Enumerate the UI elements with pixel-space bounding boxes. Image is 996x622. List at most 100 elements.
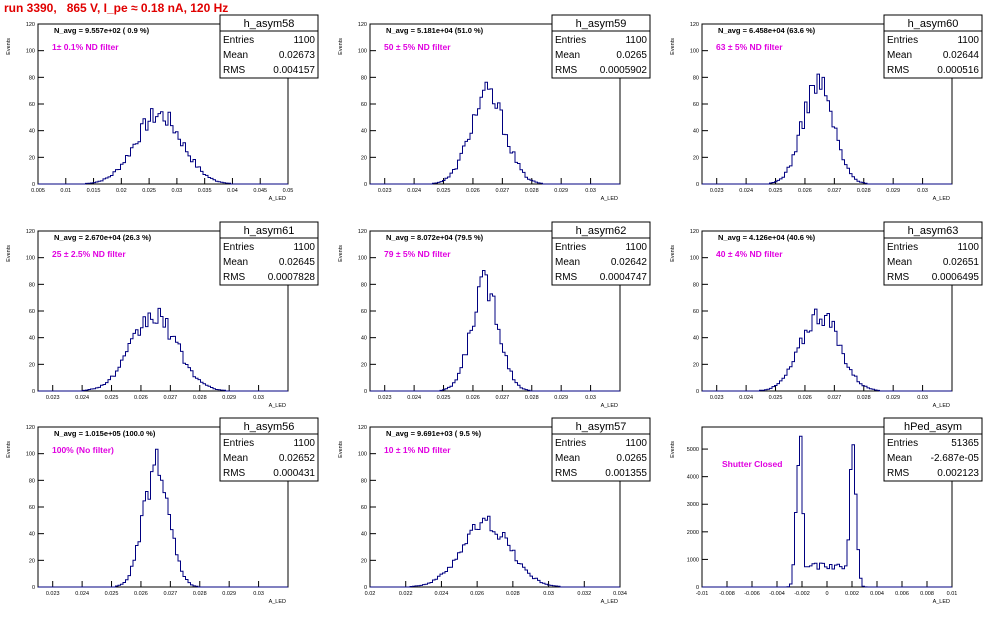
stats-value: 0.02652 — [279, 453, 316, 464]
x-tick-label: 0.027 — [827, 188, 841, 194]
stats-label: RMS — [555, 468, 578, 479]
stats-label: RMS — [887, 468, 910, 479]
histogram-name: h_asym58 — [244, 18, 295, 30]
x-tick-label: 0.027 — [827, 395, 841, 401]
histogram-name: h_asym59 — [576, 18, 627, 30]
stats-value: 0.002123 — [937, 468, 979, 479]
stats-value: 0.02645 — [279, 257, 316, 268]
histogram-line — [702, 308, 952, 392]
x-tick-label: 0.029 — [554, 188, 568, 194]
histogram-plot: 0 1000 2000 3000 4000 5000 -0.01 -0.008 -0.006 -0… — [670, 417, 983, 605]
y-tick-label: 60 — [29, 505, 35, 511]
stats-label: Mean — [223, 453, 248, 464]
stats-label: RMS — [223, 65, 246, 76]
histogram-plot: 0 20 40 60 80 100 120 0.023 0.024 0.025 0.026 0.027… — [670, 221, 983, 409]
stats-value: 1100 — [957, 35, 979, 46]
stats-label: Mean — [887, 50, 912, 61]
x-tick-label: 0.028 — [193, 591, 207, 597]
stats-value: 1100 — [625, 438, 647, 449]
x-tick-label: 0.028 — [857, 188, 871, 194]
x-tick-label: 0.023 — [46, 591, 60, 597]
y-tick-label: 120 — [26, 425, 35, 431]
stats-value: 1100 — [293, 35, 315, 46]
x-tick-label: 0.026 — [466, 395, 480, 401]
x-tick-label: 0.025 — [437, 188, 451, 194]
navg-label: N_avg = 6.458e+04 (63.6 %) — [718, 26, 816, 35]
stats-value: -2.687e-05 — [931, 453, 980, 464]
histogram-pad-h-asym59: 0 20 40 60 80 100 120 0.023 0.024 0.025 0.026 0.027… — [332, 12, 662, 219]
stats-box — [551, 30, 651, 79]
stats-value: 0.0006495 — [932, 272, 980, 283]
histogram-plot: 0 20 40 60 80 100 120 0.005 0.01 0.015 0.02 0.025 0.… — [6, 14, 319, 202]
y-tick-label: 60 — [361, 505, 367, 511]
filter-label: 100% (No filter) — [52, 445, 114, 455]
y-tick-label: 60 — [361, 309, 367, 315]
y-tick-label: 100 — [690, 256, 699, 262]
x-tick-label: 0.034 — [613, 591, 627, 597]
y-tick-label: 0 — [696, 182, 699, 188]
y-tick-label: 80 — [29, 75, 35, 81]
y-tick-label: 0 — [32, 585, 35, 591]
histogram-plot: 0 20 40 60 80 100 120 0.023 0.024 0.025 0.026 0.027… — [670, 14, 983, 202]
x-tick-label: 0.028 — [525, 395, 539, 401]
x-tick-label: 0.026 — [134, 591, 148, 597]
y-tick-label: 20 — [361, 362, 367, 368]
stats-value: 1100 — [625, 35, 647, 46]
y-tick-label: 100 — [26, 452, 35, 458]
stats-label: Entries — [887, 242, 918, 253]
stats-label: Entries — [555, 35, 586, 46]
y-tick-label: 20 — [693, 155, 699, 161]
x-tick-label: 0.024 — [739, 188, 753, 194]
y-axis-label: Events — [338, 441, 344, 458]
y-tick-label: 80 — [29, 478, 35, 484]
x-tick-label: 0.027 — [495, 395, 509, 401]
x-tick-label: 0.015 — [87, 188, 101, 194]
x-tick-label: 0.023 — [378, 188, 392, 194]
y-tick-label: 120 — [690, 22, 699, 28]
y-tick-label: 60 — [693, 102, 699, 108]
x-tick-label: 0.025 — [142, 188, 156, 194]
histogram-plot: 0 20 40 60 80 100 120 0.023 0.024 0.025 0.026 0.027… — [338, 14, 651, 202]
x-tick-label: 0.004 — [870, 591, 884, 597]
y-tick-label: 40 — [361, 532, 367, 538]
x-tick-label: 0.026 — [798, 188, 812, 194]
stats-value: 1100 — [957, 242, 979, 253]
x-tick-label: 0.03 — [917, 188, 928, 194]
y-tick-label: 60 — [693, 309, 699, 315]
y-tick-label: 120 — [26, 229, 35, 235]
x-tick-label: 0.026 — [470, 591, 484, 597]
stats-value: 0.0007828 — [268, 272, 316, 283]
y-axis-label: Events — [670, 441, 676, 458]
x-tick-label: 0.03 — [543, 591, 554, 597]
x-tick-label: 0.03 — [172, 188, 183, 194]
x-tick-label: 0.026 — [466, 188, 480, 194]
y-tick-label: 120 — [690, 229, 699, 235]
filter-label: 1± 0.1% ND filter — [52, 42, 119, 52]
y-tick-label: 60 — [361, 102, 367, 108]
x-axis-label: A_LED — [601, 403, 618, 409]
y-tick-label: 20 — [29, 155, 35, 161]
histogram-pad-h-asym62: 0 20 40 60 80 100 120 0.023 0.024 0.025 0.026 0.027… — [332, 219, 662, 426]
y-axis-label: Events — [6, 245, 12, 262]
y-tick-label: 0 — [364, 389, 367, 395]
x-axis-label: A_LED — [933, 196, 950, 202]
y-tick-label: 80 — [361, 282, 367, 288]
x-tick-label: -0.008 — [719, 591, 735, 597]
x-tick-label: 0.022 — [399, 591, 413, 597]
x-tick-label: -0.006 — [744, 591, 760, 597]
stats-box — [883, 237, 983, 286]
stats-label: Mean — [887, 453, 912, 464]
y-tick-label: 40 — [29, 336, 35, 342]
x-tick-label: 0.01 — [60, 188, 71, 194]
y-tick-label: 120 — [26, 22, 35, 28]
y-tick-label: 100 — [358, 256, 367, 262]
x-tick-label: 0.024 — [407, 188, 421, 194]
x-tick-label: 0.03 — [585, 188, 596, 194]
x-tick-label: 0.029 — [222, 591, 236, 597]
x-tick-label: 0.024 — [407, 395, 421, 401]
histogram-plot: 0 20 40 60 80 100 120 0.02 0.022 0.024 0.026 0.028 0… — [338, 417, 651, 605]
stats-box — [551, 433, 651, 482]
stats-label: RMS — [887, 65, 910, 76]
y-tick-label: 60 — [29, 309, 35, 315]
histogram-pad-h-asym60: 0 20 40 60 80 100 120 0.023 0.024 0.025 0.026 0.027… — [664, 12, 994, 219]
